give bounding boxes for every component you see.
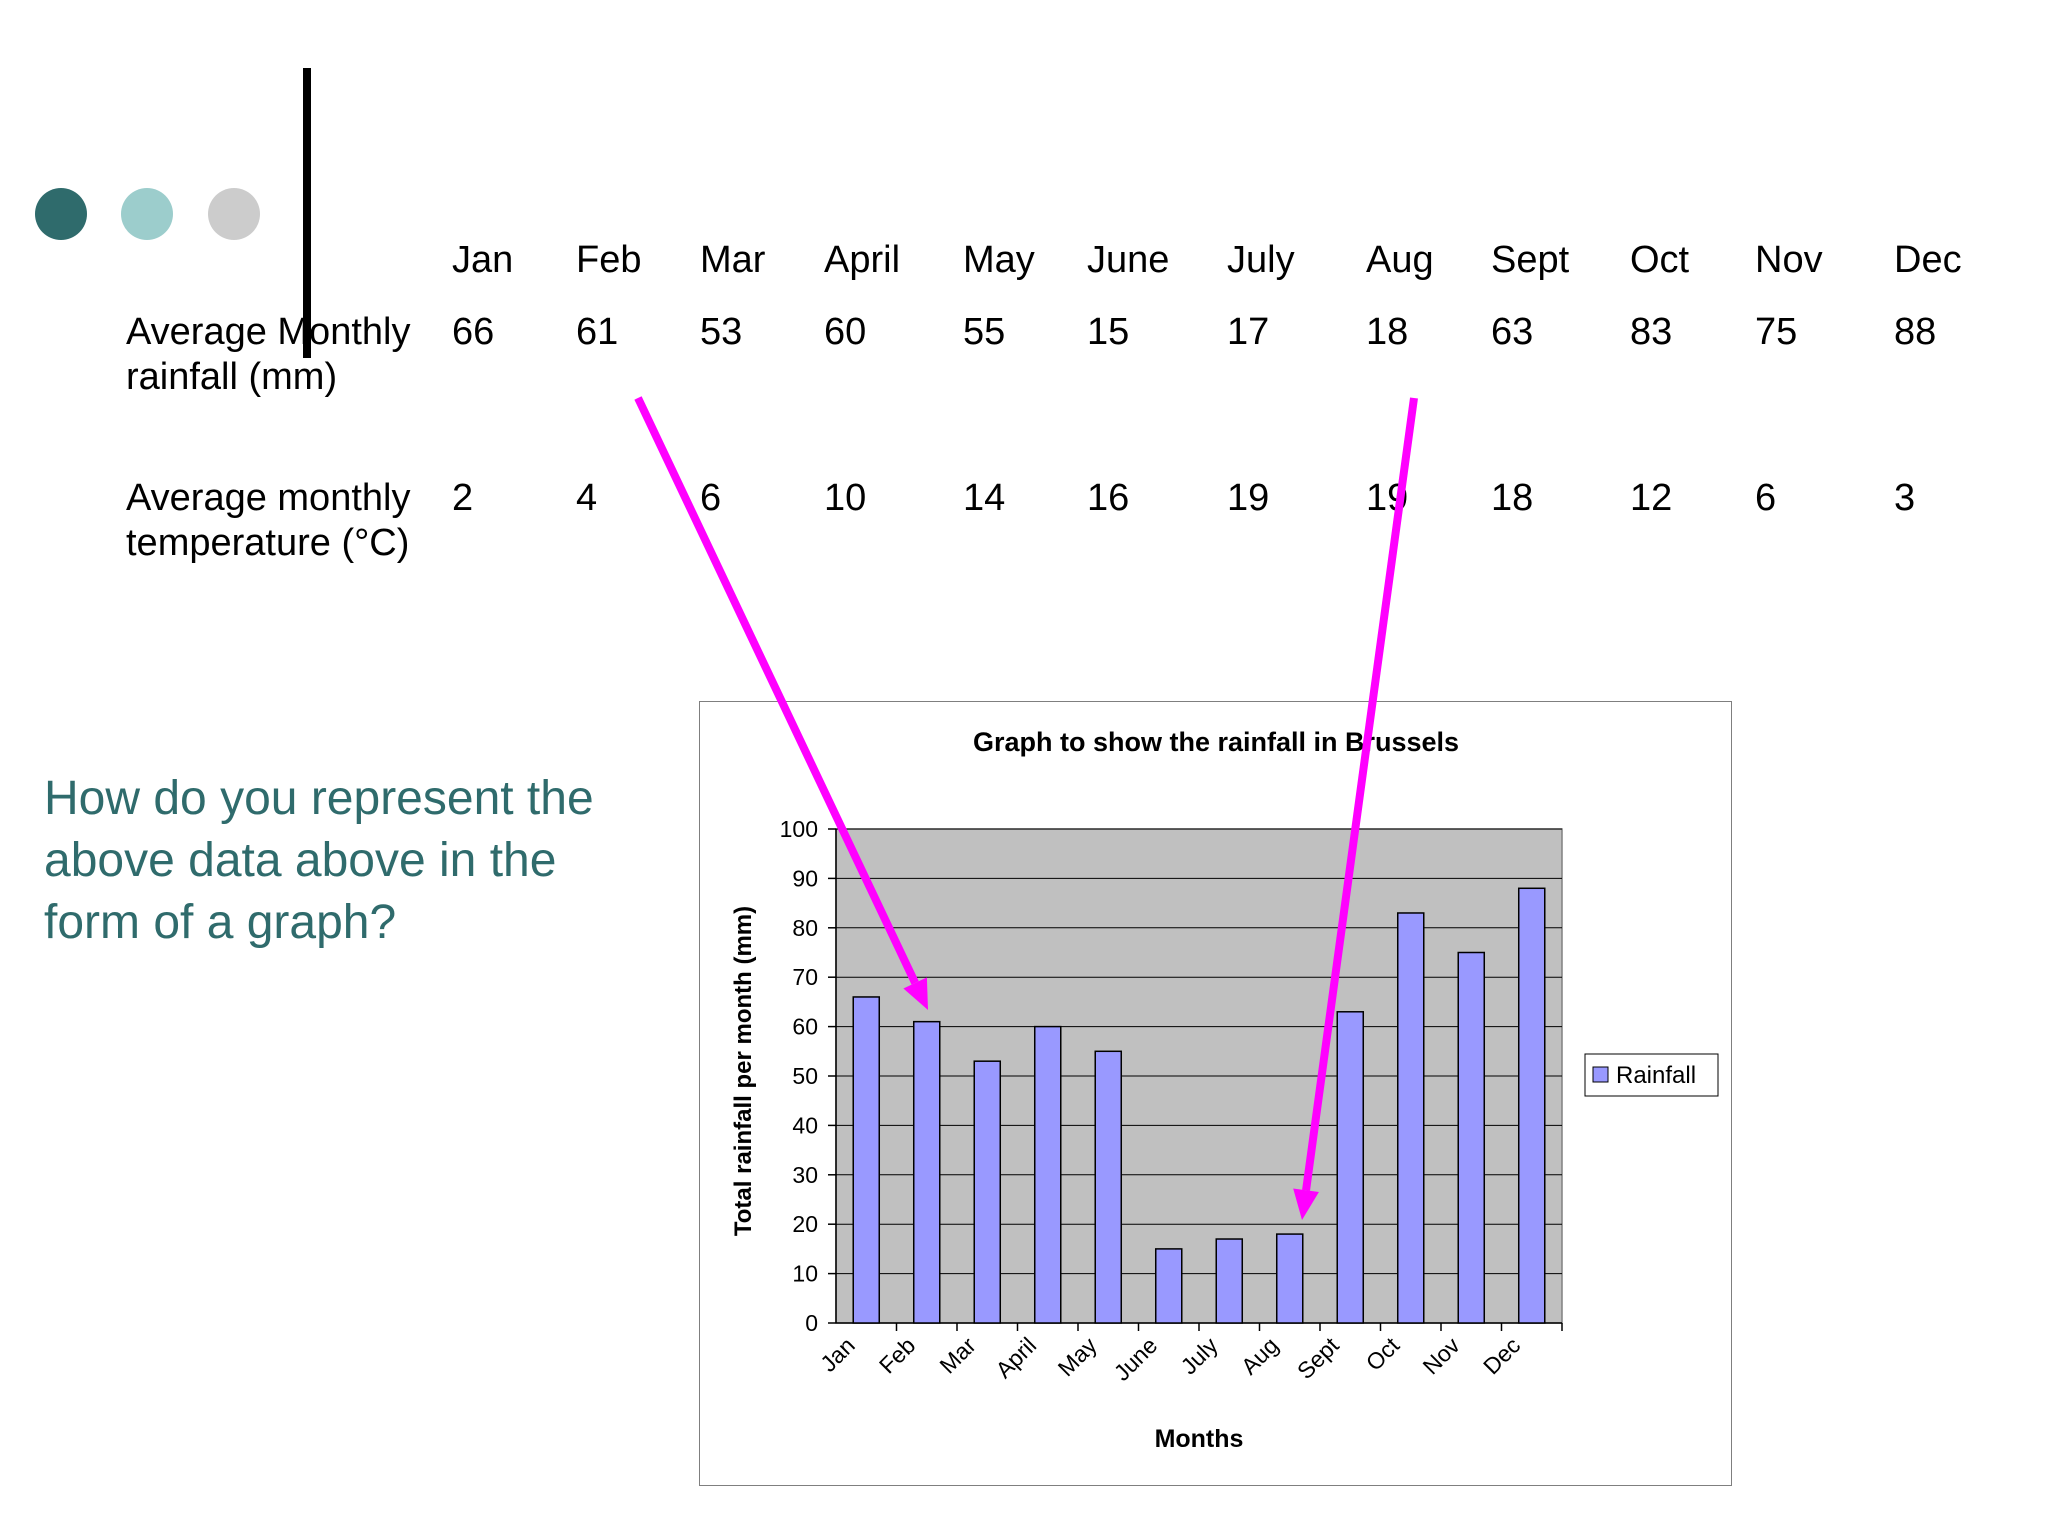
table-cell: 16 [1087, 477, 1130, 519]
y-tick-label: 20 [792, 1211, 818, 1237]
x-tick-label: July [1175, 1332, 1223, 1380]
table-cell: 6 [700, 477, 722, 519]
x-tick-label: Feb [874, 1332, 920, 1378]
bar [852, 996, 881, 1324]
y-tick-label: 100 [780, 816, 818, 842]
table-cell: 63 [1491, 311, 1534, 353]
table-header-month: Feb [576, 239, 642, 281]
table-cell: 10 [824, 477, 867, 519]
table-cell: 4 [576, 477, 598, 519]
bar [1094, 1050, 1123, 1324]
table-cell: 19 [1366, 477, 1409, 519]
question-text: How do you represent the above data abov… [44, 772, 594, 949]
table-cell: 53 [700, 311, 743, 353]
x-axis-label: Months [1155, 1425, 1244, 1453]
table-cell: 3 [1894, 477, 1916, 519]
x-tick-label: Jan [815, 1332, 860, 1377]
bar [1336, 1011, 1365, 1324]
table-cell: 19 [1227, 477, 1270, 519]
y-tick-label: 70 [792, 964, 818, 990]
accent-dot-light [121, 188, 173, 240]
chart-title: Graph to show the rainfall in Brussels [973, 727, 1459, 757]
table-header-month: Nov [1755, 239, 1823, 281]
bar [1275, 1233, 1304, 1324]
table-header-month: June [1087, 239, 1170, 281]
table-cell: 14 [963, 477, 1006, 519]
rainfall-chart: 0 10 20 30 40 50 60 70 80 90 100 Jan Feb Mar April May J… [699, 701, 1732, 1486]
bar [973, 1060, 1002, 1324]
y-axis-label: Total rainfall per month (mm) [730, 906, 757, 1236]
table-cell: 83 [1630, 311, 1673, 353]
table-cell: 18 [1366, 311, 1409, 353]
x-tick-label: Sept [1292, 1332, 1344, 1384]
table-cell: 61 [576, 311, 619, 353]
table-header-month: Aug [1366, 239, 1434, 281]
y-tick-label: 90 [792, 865, 818, 891]
accent-dot-grey [208, 188, 260, 240]
y-tick-label: 60 [792, 1014, 818, 1040]
table-row-label: Average monthly temperature (°C) [126, 477, 411, 564]
bar [1517, 887, 1546, 1324]
x-tick-label: Oct [1361, 1332, 1405, 1376]
accent-dot-dark [35, 188, 87, 240]
table-cell: 12 [1630, 477, 1673, 519]
table-cell: 6 [1755, 477, 1777, 519]
x-tick-label: April [990, 1332, 1041, 1383]
legend-swatch [1592, 1066, 1609, 1083]
y-tick-label: 50 [792, 1063, 818, 1089]
y-tick-label: 10 [792, 1261, 818, 1287]
table-row-label: Average Monthly rainfall (mm) [126, 311, 411, 398]
x-tick-label: Nov [1417, 1332, 1465, 1380]
table-cell: 75 [1755, 311, 1798, 353]
x-tick-label: Aug [1236, 1332, 1283, 1379]
table-header-month: Mar [700, 239, 766, 281]
legend-label: Rainfall [1616, 1062, 1696, 1089]
table-cell: 88 [1894, 311, 1937, 353]
table-header-month: July [1227, 239, 1295, 281]
table-header-month: Jan [452, 239, 514, 281]
bar [1396, 912, 1425, 1324]
table-header-month: April [824, 239, 901, 281]
x-tick-label: June [1109, 1332, 1163, 1386]
table-cell: 2 [452, 477, 474, 519]
y-tick-label: 40 [792, 1112, 818, 1138]
y-tick-label: 30 [792, 1162, 818, 1188]
table-cell: 18 [1491, 477, 1534, 519]
table-cell: 66 [452, 311, 495, 353]
x-tick-label: Mar [934, 1332, 981, 1379]
table-header-month: May [963, 239, 1035, 281]
table-header-month: Oct [1630, 239, 1690, 281]
table-cell: 15 [1087, 311, 1130, 353]
bar [912, 1020, 941, 1324]
bar [1215, 1238, 1244, 1324]
bar [1154, 1248, 1183, 1324]
bar [1457, 951, 1486, 1324]
x-tick-label: Dec [1478, 1332, 1525, 1379]
accent-divider [303, 68, 311, 358]
y-tick-label: 0 [805, 1310, 818, 1336]
table-header-month: Sept [1491, 239, 1570, 281]
x-tick-label: May [1053, 1332, 1102, 1381]
bar [1033, 1025, 1062, 1324]
table-cell: 55 [963, 311, 1006, 353]
table-cell: 17 [1227, 311, 1270, 353]
table-cell: 60 [824, 311, 867, 353]
table-header-month: Dec [1894, 239, 1962, 281]
y-tick-label: 80 [792, 915, 818, 941]
